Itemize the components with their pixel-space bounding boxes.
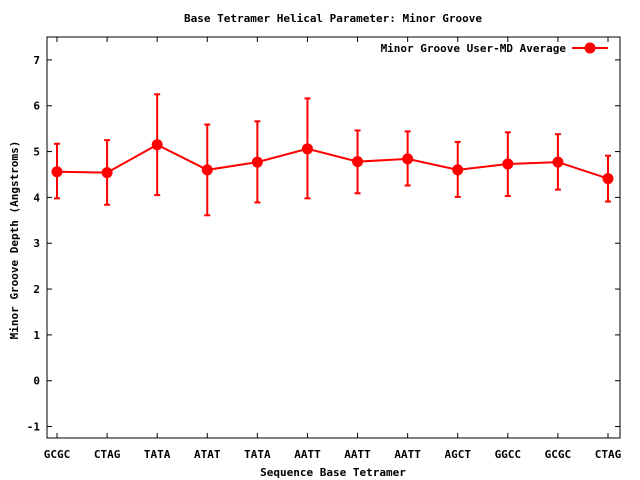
y-tick-label: 6 [33,100,40,113]
data-point [452,164,464,176]
x-tick-label: CTAG [595,448,622,461]
data-point [552,156,564,168]
x-tick-label: GGCC [495,448,522,461]
data-point [51,166,63,178]
y-tick-label: 2 [33,283,40,296]
series-line [56,143,609,180]
data-point [151,139,163,151]
data-point [402,153,414,165]
x-tick-label: TATA [144,448,171,461]
chart-title: Base Tetramer Helical Parameter: Minor G… [184,12,482,25]
x-tick-label: ATAT [194,448,221,461]
x-tick-label: GCGC [44,448,71,461]
x-tick-label: AATT [344,448,371,461]
x-tick-label: GCGC [545,448,572,461]
x-tick-label: AATT [294,448,321,461]
y-tick-label: 5 [33,146,40,159]
y-tick-label: -1 [27,421,41,434]
y-tick-label: 1 [33,329,40,342]
x-tick-label: AGCT [444,448,471,461]
data-point [602,173,614,185]
y-tick-label: 7 [33,54,40,67]
y-tick-label: 3 [33,237,40,250]
x-axis-label: Sequence Base Tetramer [260,466,406,479]
data-point [352,156,364,168]
data-point [201,164,213,176]
y-tick-label: 4 [33,191,40,204]
data-point [301,143,313,155]
x-tick-label: TATA [244,448,271,461]
plot-frame [46,36,621,439]
y-axis-label: Minor Groove Depth (Angstroms) [8,141,21,340]
legend-label: Minor Groove User-MD Average [381,42,567,55]
data-point [502,158,514,170]
legend-marker [584,42,596,54]
x-tick-label: CTAG [94,448,121,461]
data-point [251,156,263,168]
y-tick-label: 0 [33,375,40,388]
legend: Minor Groove User-MD Average [381,42,608,55]
x-tick-label: AATT [394,448,421,461]
data-point [101,167,113,179]
